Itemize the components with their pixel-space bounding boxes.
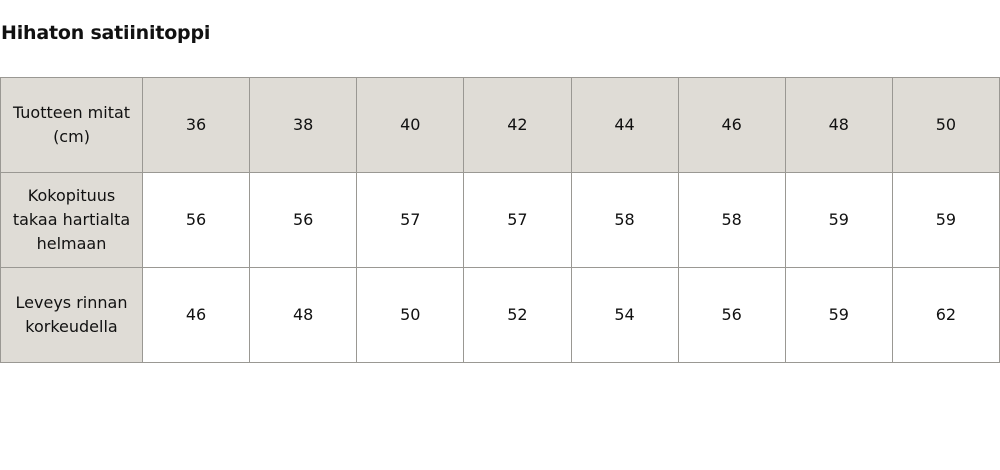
table-cell: 59 (891, 172, 1000, 268)
table-cell: 38 (249, 77, 358, 173)
table-cell: 42 (463, 77, 572, 173)
table-cell: 58 (677, 172, 786, 268)
table-cell: 56 (677, 267, 786, 363)
table-cell: 44 (570, 77, 679, 173)
page-title: Hihaton satiinitoppi (1, 22, 211, 44)
table-cell: 54 (570, 267, 679, 363)
table-cell: 52 (463, 267, 572, 363)
table-cell: 58 (570, 172, 679, 268)
table-cell: 50 (891, 77, 1000, 173)
row-label: Tuotteen mitat (cm) (0, 77, 143, 173)
table-cell: 62 (891, 267, 1000, 363)
size-table: Tuotteen mitat (cm) 36 38 40 42 44 46 48 50 Kokop… (0, 77, 1000, 363)
table-cell: 36 (141, 77, 251, 173)
table-cell: 46 (141, 267, 251, 363)
table-cell: 46 (677, 77, 786, 173)
table-row: Kokopituus takaa hartialta helmaan 56 56 57… (0, 172, 1000, 268)
row-label: Kokopituus takaa hartialta helmaan (0, 172, 143, 268)
table-cell: 57 (463, 172, 572, 268)
row-label: Leveys rinnan korkeudella (0, 267, 143, 363)
table-row: Leveys rinnan korkeudella 46 48 50 52 54 56 59 6… (0, 267, 1000, 363)
table-cell: 56 (141, 172, 251, 268)
table-cell: 48 (249, 267, 358, 363)
table-cell: 57 (356, 172, 465, 268)
table-cell: 40 (356, 77, 465, 173)
table-header-row: Tuotteen mitat (cm) 36 38 40 42 44 46 48 50 (0, 77, 1000, 173)
table-cell: 59 (784, 172, 893, 268)
table-cell: 59 (784, 267, 893, 363)
table-cell: 50 (356, 267, 465, 363)
table-cell: 56 (249, 172, 358, 268)
table-cell: 48 (784, 77, 893, 173)
